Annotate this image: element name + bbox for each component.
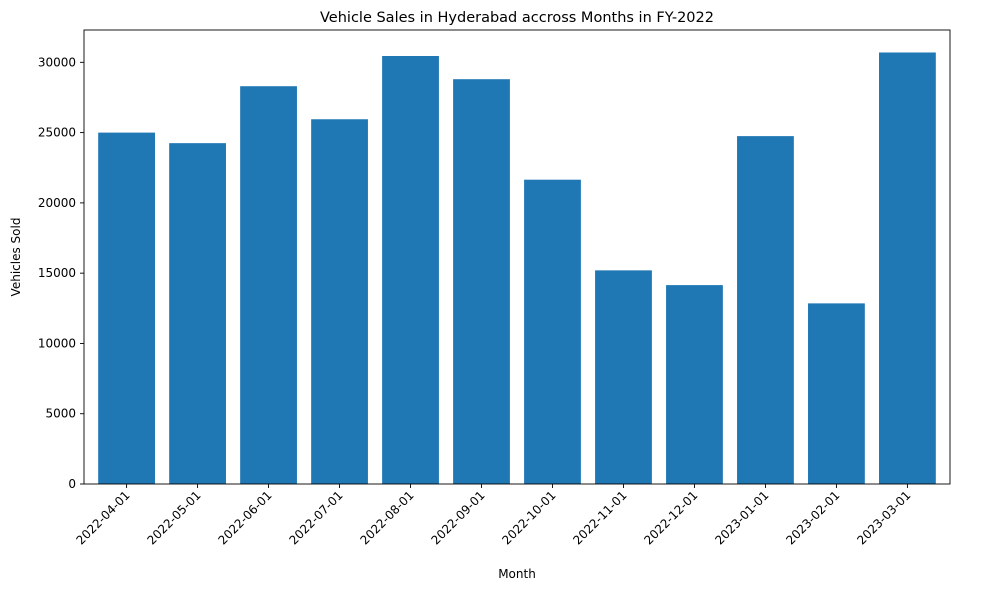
y-axis-label: Vehicles Sold xyxy=(9,218,23,297)
x-tick-label: 2023-01-01 xyxy=(712,488,771,547)
x-tick-label: 2022-09-01 xyxy=(428,488,487,547)
y-tick-label: 0 xyxy=(68,477,76,491)
plot-frame xyxy=(83,29,951,485)
bars-group xyxy=(98,52,936,485)
x-tick-label: 2022-08-01 xyxy=(357,488,416,547)
x-axis: 2022-04-01 2022-05-01 2022-06-01 2022-07-01… xyxy=(73,484,914,547)
y-tick-label: 25000 xyxy=(38,126,76,140)
bar-2022-10-01 xyxy=(524,179,581,484)
bar-2022-08-01 xyxy=(382,56,439,484)
x-tick-label: 2022-06-01 xyxy=(215,488,274,547)
y-tick-label: 30000 xyxy=(38,55,76,69)
bar-2023-02-01 xyxy=(808,303,865,484)
bar-2022-07-01 xyxy=(311,119,368,484)
x-tick-label: 2023-02-01 xyxy=(783,488,842,547)
bar-2022-11-01 xyxy=(595,270,652,484)
x-tick-label: 2022-05-01 xyxy=(144,488,203,547)
x-tick-label: 2022-04-01 xyxy=(73,488,132,547)
bar-2023-03-01 xyxy=(879,52,936,485)
bar-2022-04-01 xyxy=(98,132,155,485)
y-tick-label: 15000 xyxy=(38,266,76,280)
bar-2022-05-01 xyxy=(169,143,226,484)
x-tick-label: 2023-03-01 xyxy=(854,488,913,547)
bar-2023-01-01 xyxy=(737,136,794,484)
y-axis: 0 5000 10000 15000 20000 25000 30000 xyxy=(38,55,84,491)
bar-2022-12-01 xyxy=(666,285,723,484)
x-tick-label: 2022-11-01 xyxy=(570,488,629,547)
bar-2022-06-01 xyxy=(240,86,297,484)
x-tick-label: 2022-07-01 xyxy=(286,488,345,547)
x-tick-label: 2022-10-01 xyxy=(499,488,558,547)
x-axis-label: Month xyxy=(498,567,536,581)
y-tick-label: 10000 xyxy=(38,336,76,350)
y-tick-label: 5000 xyxy=(45,407,76,421)
chart-title: Vehicle Sales in Hyderabad accross Month… xyxy=(320,10,714,26)
x-tick-label: 2022-12-01 xyxy=(641,488,700,547)
y-tick-label: 20000 xyxy=(38,196,76,210)
bar-2022-09-01 xyxy=(453,79,510,484)
